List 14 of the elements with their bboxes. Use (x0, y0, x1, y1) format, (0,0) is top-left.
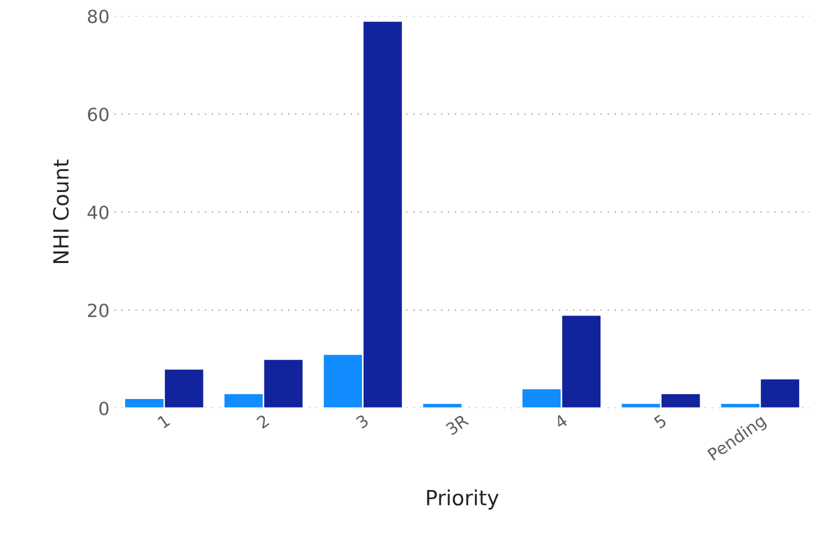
x-tick-label: 3R (445, 413, 470, 436)
bar (422, 402, 463, 408)
y-tick-label: 0 (99, 402, 108, 416)
x-tick-label: 5 (653, 414, 668, 429)
x-tick-label: 4 (554, 414, 568, 429)
x-tick-label: 3 (355, 414, 370, 429)
y-tick-label: 20 (88, 304, 108, 318)
x-tick-label: 1 (157, 414, 170, 428)
x-axis-title: Priority (427, 489, 499, 510)
y-tick-label: 60 (88, 108, 108, 122)
x-tick-label: 2 (256, 414, 270, 429)
y-tick-label: 40 (88, 206, 108, 220)
y-axis-title: NHI Count (53, 160, 69, 264)
y-tick-label: 80 (88, 10, 108, 24)
